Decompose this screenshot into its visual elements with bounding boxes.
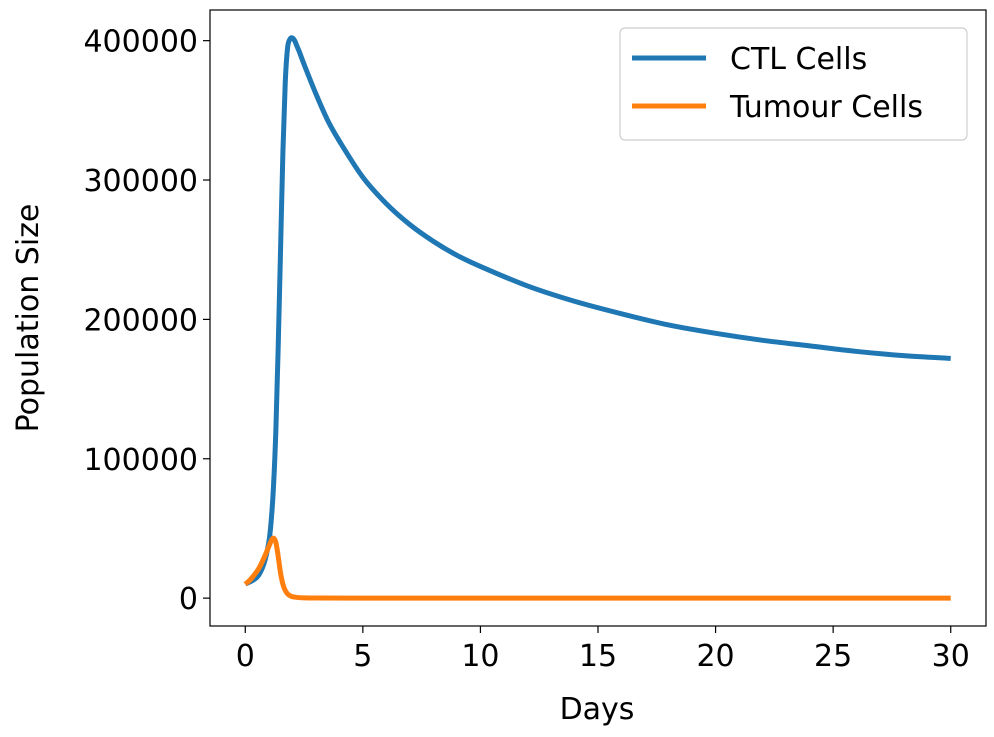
legend-box <box>619 27 968 141</box>
x-tick-label: 30 <box>932 639 970 674</box>
y-tick-label: 100000 <box>83 443 198 478</box>
x-axis-title: Days <box>560 692 635 727</box>
series-line-tumour-cells <box>243 535 951 601</box>
x-tick-label: 25 <box>814 639 852 674</box>
x-axis-ticks: 0 5 10 15 20 25 30 <box>236 626 970 674</box>
y-tick-label: 300000 <box>83 164 198 199</box>
y-tick-label: 200000 <box>83 303 198 338</box>
y-tick-label: 0 <box>179 582 198 617</box>
y-axis-ticks: 0 100000 200000 300000 400000 <box>83 25 210 617</box>
x-tick-label: 20 <box>696 639 734 674</box>
legend-label-ctl-cells: CTL Cells <box>730 42 867 77</box>
series-line-ctl-cells <box>243 35 951 587</box>
x-tick-label: 5 <box>353 639 372 674</box>
x-tick-label: 15 <box>579 639 617 674</box>
legend: CTL Cells Tumour Cells <box>619 27 968 141</box>
y-tick-label: 400000 <box>83 25 198 60</box>
x-tick-label: 10 <box>461 639 499 674</box>
series-lines <box>243 35 951 601</box>
y-axis-title: Population Size <box>11 204 46 433</box>
legend-label-tumour-cells: Tumour Cells <box>729 90 923 125</box>
x-tick-label: 0 <box>236 639 255 674</box>
